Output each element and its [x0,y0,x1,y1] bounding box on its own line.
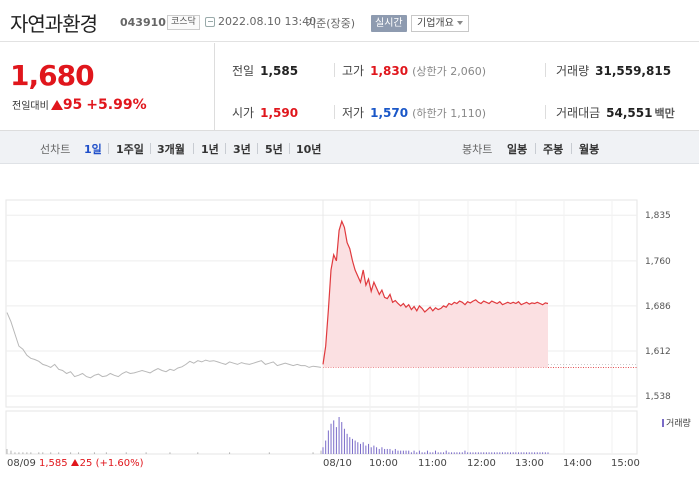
volume-legend: 거래량 [662,416,691,429]
y-tick-label: 1,686 [645,302,671,312]
open-price: 시가 1,590 [232,104,298,121]
divider [545,105,546,119]
x-tick-label: 13:00 [515,458,544,469]
stock-name: 자연과환경 [10,12,98,36]
x-tick-label: 10:00 [369,458,398,469]
prev-day-close: 1,585 [39,458,68,469]
divider [193,143,194,154]
tab-5y[interactable]: 5년 [265,143,283,156]
up-arrow-icon [50,100,63,110]
y-tick-label: 1,612 [645,347,671,357]
divider [108,143,109,154]
candle-chart-title: 봉차트 [462,143,493,156]
y-tick-label: 1,835 [645,211,671,221]
price-change: 전일대비 95 +5.99% [12,97,147,113]
change-rate: +5.99% [86,97,147,113]
upper-limit: (상한가 2,060) [412,65,486,78]
quote-datetime: 2022.08.10 13:40 [218,15,317,28]
prev-day-change: 25 [79,458,93,469]
tab-monthly[interactable]: 월봉 [579,143,600,156]
trade-value-label: 거래대금 [556,106,601,120]
stock-code: 043910 [120,16,166,29]
tab-3m[interactable]: 3개월 [157,143,185,156]
prev-close-label: 전일 [232,64,255,78]
high-price: 고가 1,830 (상한가 2,060) [342,62,486,79]
lower-limit: (하한가 1,110) [412,107,486,120]
trade-value-unit: 백만 [654,107,675,120]
intraday-chart: 1,835 1,760 1,686 1,612 1,538 [5,199,671,455]
divider [334,105,335,119]
market-badge: 코스닥 [167,15,200,30]
prev-day-date: 08/09 [7,458,36,469]
high-value: 1,830 [370,64,409,78]
stock-header: 자연과환경 043910 코스닥 2022.08.10 13:40 기준(장중)… [0,0,699,42]
line-chart-title: 선차트 [40,143,71,156]
today-line [322,219,549,365]
tab-weekly[interactable]: 주봉 [543,143,564,156]
volume-value: 31,559,815 [595,64,672,78]
divider [571,143,572,154]
current-price: 1,680 [10,59,95,92]
x-tick-label: 08/10 [323,458,352,469]
company-info-button[interactable]: 기업개요 [411,15,469,32]
volume-area [5,410,638,455]
prev-day-rate: (+1.60%) [95,458,144,469]
tab-daily[interactable]: 일봉 [507,143,528,156]
tab-10y[interactable]: 10년 [296,143,322,156]
x-tick-label: 12:00 [467,458,496,469]
realtime-button[interactable]: 실시간 [371,15,407,32]
quote-panel: 1,680 전일대비 95 +5.99% 전일 1,585 고가 1,830 (상한가 2… [0,43,699,131]
divider [225,143,226,154]
calendar-icon [205,17,215,27]
y-tick-label: 1,538 [645,392,671,402]
prev-day-line [6,312,322,379]
prev-close: 전일 1,585 [232,62,298,79]
low-price: 저가 1,570 (하한가 1,110) [342,104,486,121]
trade-value: 거래대금 54,551 백만 [556,104,675,121]
today-area-fill [323,221,548,368]
x-tick-label: 14:00 [563,458,592,469]
change-value: 95 [62,97,83,113]
low-value: 1,570 [370,106,409,120]
x-tick-label: 15:00 [611,458,640,469]
chart-tab-bar: 선차트 1일 1주일 3개월 1년 3년 5년 10년 봉차트 일봉 주봉 월봉 [0,131,699,164]
prev-day-summary: 08/09 1,585 25 (+1.60%) [7,458,144,469]
divider [545,63,546,77]
chevron-down-icon [456,21,463,25]
open-label: 시가 [232,106,255,120]
company-info-label: 기업개요 [417,18,454,29]
divider [150,143,151,154]
y-tick-label: 1,760 [645,257,671,267]
tab-3y[interactable]: 3년 [233,143,251,156]
high-label: 고가 [342,64,365,78]
volume: 거래량 31,559,815 [556,62,671,79]
x-tick-label: 11:00 [418,458,447,469]
divider [289,143,290,154]
prev-close-value: 1,585 [260,64,299,78]
divider [334,63,335,77]
session-status: 기준(장중) [306,17,356,30]
up-arrow-icon [70,459,79,466]
open-value: 1,590 [260,106,299,120]
low-label: 저가 [342,106,365,120]
tab-1w[interactable]: 1주일 [116,143,144,156]
tab-1y[interactable]: 1년 [201,143,219,156]
divider [257,143,258,154]
tab-1d[interactable]: 1일 [84,143,102,156]
change-label: 전일대비 [12,101,49,112]
volume-label: 거래량 [556,64,590,78]
divider [535,143,536,154]
trade-value-value: 54,551 [606,106,653,120]
price-box: 1,680 전일대비 95 +5.99% [0,43,215,131]
